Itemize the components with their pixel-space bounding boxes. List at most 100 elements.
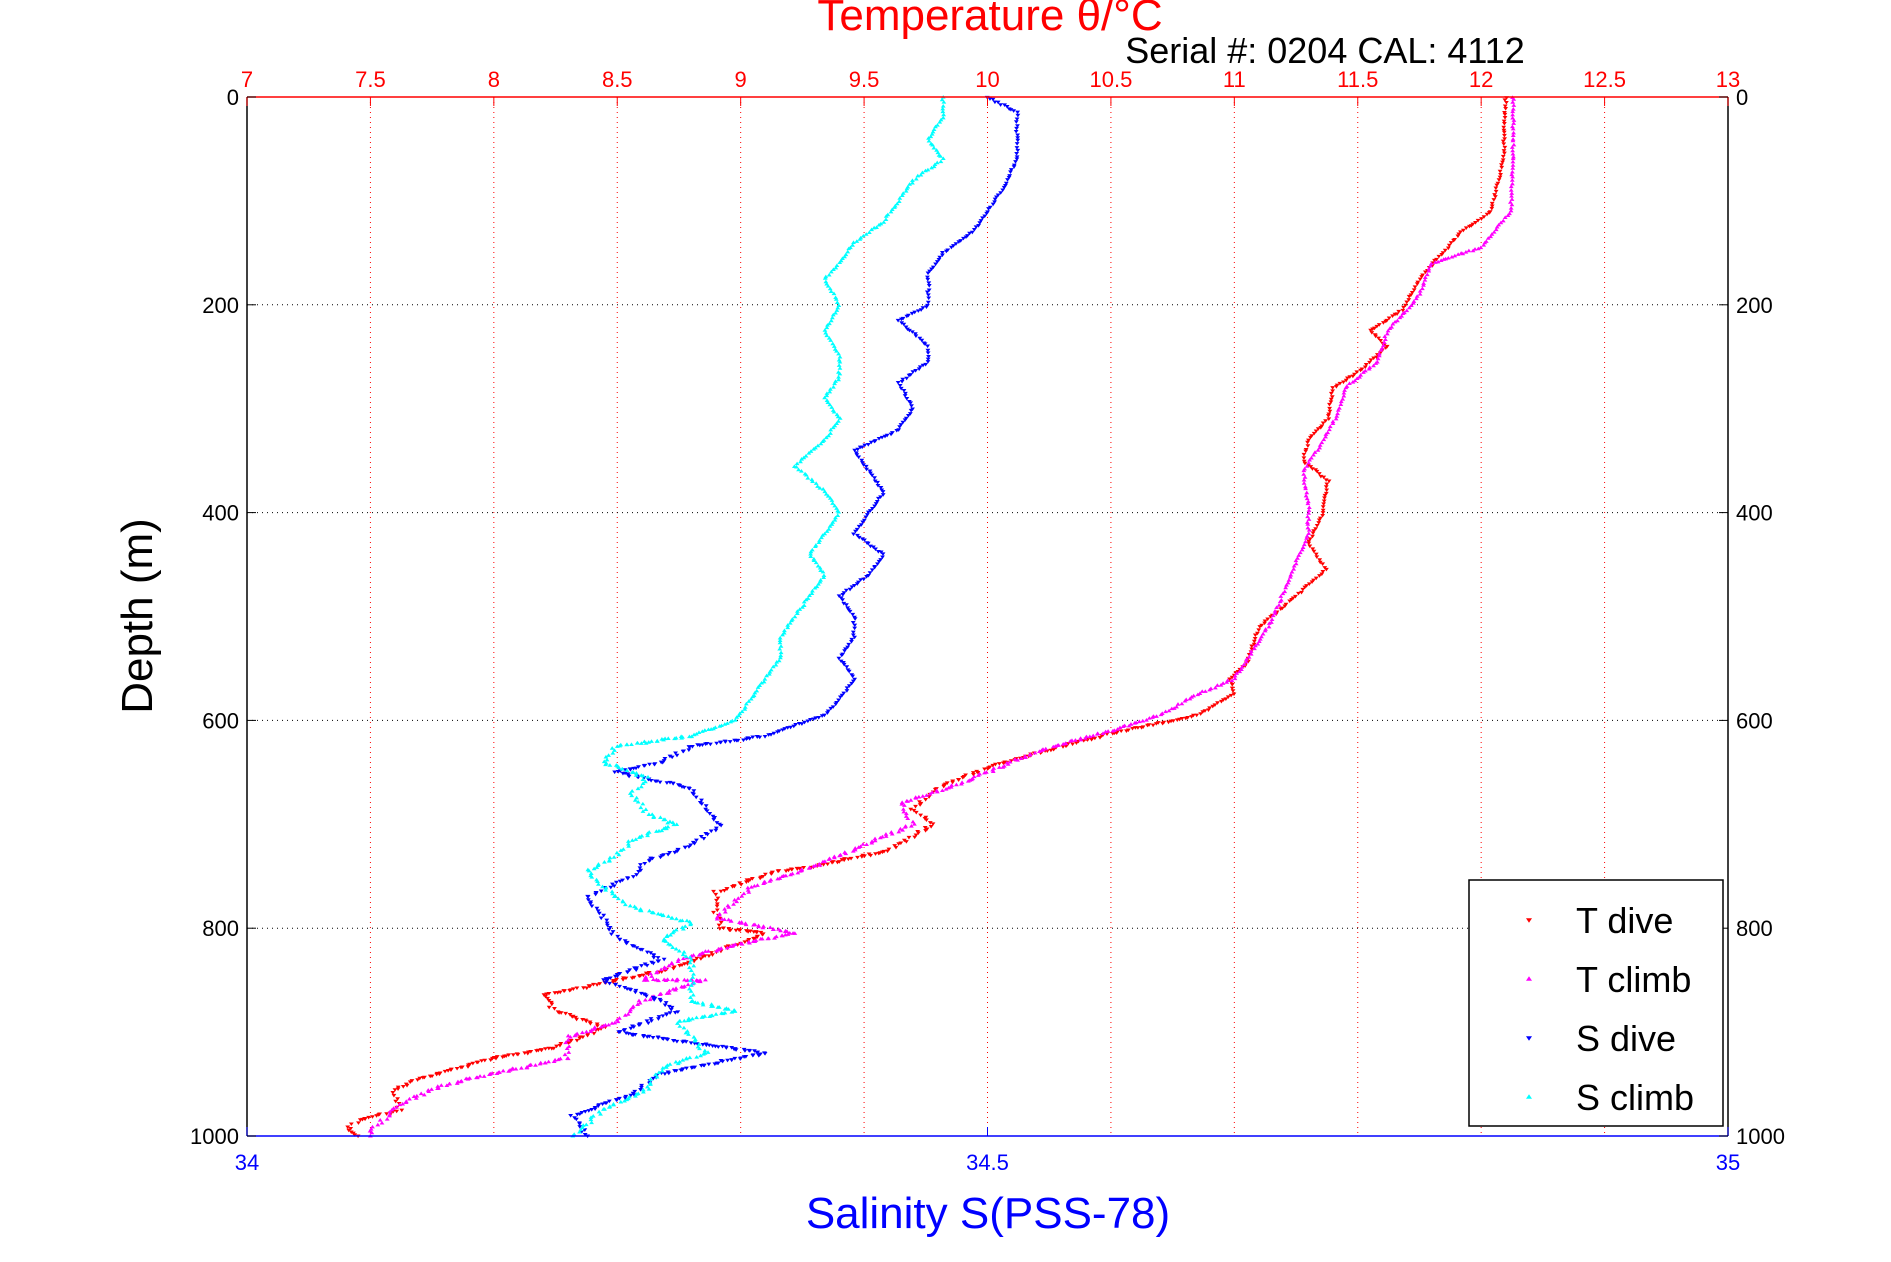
data-point bbox=[625, 841, 631, 846]
data-point bbox=[645, 1084, 650, 1089]
data-point bbox=[865, 510, 871, 515]
data-point bbox=[820, 569, 826, 574]
data-point bbox=[1150, 715, 1155, 719]
data-point bbox=[585, 1033, 590, 1038]
data-point bbox=[1383, 319, 1389, 324]
data-point bbox=[717, 927, 723, 931]
data-point bbox=[746, 699, 752, 703]
data-point bbox=[833, 265, 839, 270]
data-point bbox=[711, 889, 716, 894]
data-point bbox=[831, 409, 837, 414]
data-point bbox=[585, 898, 591, 902]
data-point bbox=[1439, 253, 1445, 257]
data-point bbox=[1320, 508, 1326, 513]
data-point bbox=[1256, 628, 1262, 633]
data-point bbox=[829, 405, 835, 409]
data-point bbox=[837, 416, 843, 420]
data-point bbox=[1315, 427, 1321, 431]
data-point bbox=[707, 811, 713, 816]
data-point bbox=[1371, 363, 1376, 368]
data-point bbox=[1067, 739, 1073, 743]
data-point bbox=[660, 913, 666, 918]
data-point bbox=[438, 1083, 444, 1087]
data-point bbox=[746, 890, 752, 894]
data-point bbox=[728, 928, 733, 933]
data-point bbox=[601, 978, 606, 982]
data-point bbox=[598, 916, 604, 921]
data-point bbox=[813, 716, 819, 721]
data-point bbox=[760, 925, 766, 930]
data-point bbox=[917, 365, 923, 369]
data-point bbox=[568, 1034, 573, 1039]
data-point bbox=[1493, 189, 1499, 194]
data-point bbox=[722, 1007, 728, 1011]
data-point bbox=[1139, 725, 1144, 730]
data-point bbox=[543, 994, 548, 999]
data-point bbox=[1283, 585, 1289, 590]
data-point bbox=[1260, 631, 1266, 636]
data-point bbox=[828, 338, 834, 342]
data-point bbox=[562, 989, 567, 993]
data-point bbox=[749, 884, 754, 889]
data-point bbox=[716, 1005, 722, 1009]
data-point bbox=[676, 1019, 682, 1023]
data-point bbox=[787, 621, 793, 625]
data-point bbox=[745, 930, 751, 934]
data-point bbox=[614, 1098, 620, 1103]
data-point bbox=[631, 1025, 637, 1030]
data-point bbox=[458, 1065, 464, 1070]
data-point bbox=[1000, 765, 1006, 769]
data-point bbox=[1089, 737, 1094, 742]
data-point bbox=[634, 740, 640, 745]
data-point bbox=[874, 500, 880, 504]
data-point bbox=[655, 1036, 661, 1040]
data-point bbox=[665, 736, 671, 741]
data-point bbox=[691, 972, 696, 976]
data-point bbox=[1282, 589, 1288, 594]
data-point bbox=[570, 1014, 576, 1019]
data-point bbox=[798, 459, 803, 464]
data-point bbox=[680, 749, 686, 754]
data-point bbox=[707, 742, 713, 747]
data-point bbox=[1303, 493, 1309, 498]
data-point bbox=[400, 1085, 406, 1089]
data-point bbox=[1297, 550, 1303, 555]
data-point bbox=[742, 707, 748, 711]
data-point bbox=[743, 922, 749, 927]
data-point bbox=[1325, 414, 1331, 418]
data-point bbox=[984, 211, 990, 216]
data-point bbox=[677, 1024, 683, 1028]
data-point bbox=[725, 1058, 730, 1063]
data-point bbox=[1321, 499, 1327, 504]
data-point bbox=[860, 233, 866, 238]
data-point bbox=[454, 1066, 460, 1071]
data-point bbox=[588, 1117, 594, 1122]
data-point bbox=[1308, 465, 1314, 469]
data-point bbox=[778, 928, 783, 933]
data-point bbox=[1317, 560, 1323, 565]
data-point bbox=[913, 833, 919, 838]
data-point bbox=[808, 549, 814, 554]
data-point bbox=[1306, 508, 1312, 512]
legend-label: S climb bbox=[1576, 1077, 1694, 1118]
data-point bbox=[1357, 375, 1362, 379]
data-point bbox=[953, 242, 959, 246]
data-point bbox=[1502, 215, 1508, 219]
data-point bbox=[1307, 457, 1313, 462]
data-point bbox=[645, 831, 650, 836]
data-point bbox=[1323, 478, 1329, 482]
data-point bbox=[1257, 637, 1263, 641]
data-point bbox=[654, 779, 660, 784]
data-point bbox=[609, 889, 615, 894]
data-point bbox=[925, 344, 931, 349]
data-point bbox=[1392, 312, 1398, 317]
data-point bbox=[643, 994, 649, 999]
data-point bbox=[911, 822, 917, 826]
data-point bbox=[722, 909, 728, 914]
data-point bbox=[791, 724, 797, 729]
data-point bbox=[897, 384, 903, 388]
data-point bbox=[728, 918, 734, 923]
data-point bbox=[1070, 742, 1075, 747]
data-point bbox=[454, 1081, 460, 1085]
data-point bbox=[594, 865, 600, 869]
